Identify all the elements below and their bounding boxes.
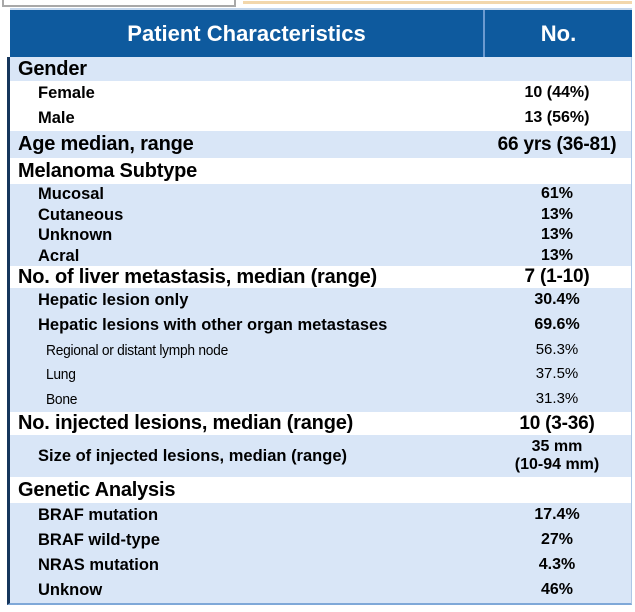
row-label: Gender: [18, 57, 87, 80]
table-row: BRAF wild-type 27%: [10, 528, 631, 553]
row-value: 7 (1-10): [524, 266, 590, 288]
row-label: No. of liver metastasis, median (range): [18, 265, 377, 288]
row-label: Unknow: [38, 581, 103, 599]
row-value: 13%: [540, 205, 574, 223]
row-label: Mucosal: [38, 185, 105, 203]
row-label: Cutaneous: [38, 205, 124, 224]
table-row: Genetic Analysis: [10, 477, 631, 503]
row-label: Melanoma Subtype: [18, 159, 198, 182]
table-row: Unknown 13%: [10, 225, 631, 246]
table-row: Gender: [10, 57, 631, 81]
row-label: BRAF wild-type: [38, 531, 160, 549]
table-row: Age median, range 66 yrs (36-81): [10, 131, 631, 158]
table-row: Mucosal 61%: [10, 184, 631, 205]
table-row: Regional or distant lymph node 56.3%: [10, 338, 631, 362]
header-cell-patient-characteristics: Patient Characteristics: [127, 20, 366, 46]
table-row: Bone 31.3%: [10, 386, 631, 412]
table-row: NRAS mutation 4.3%: [10, 553, 631, 578]
row-label: Male: [38, 109, 75, 127]
row-value: 13 (56%): [524, 109, 590, 127]
header-cell-no: No.: [483, 10, 632, 57]
row-label: Bone: [46, 390, 78, 408]
table-row: Acral 13%: [10, 246, 631, 266]
row-value: 35 mm (10-94 mm): [514, 437, 600, 473]
row-value: 10 (44%): [524, 84, 590, 102]
row-label: Age median, range: [18, 133, 194, 155]
table-row: Hepatic lesion only 30.4%: [10, 288, 631, 313]
row-value: 66 yrs (36-81): [497, 133, 617, 155]
table-row: Cutaneous 13%: [10, 205, 631, 225]
row-value: 37.5%: [535, 365, 579, 383]
row-label: Regional or distant lymph node: [46, 341, 228, 359]
table-row: BRAF mutation 17.4%: [10, 503, 631, 528]
row-value: 17.4%: [534, 506, 580, 524]
row-value: 10 (3-36): [519, 412, 595, 434]
table-header-row: Patient Characteristics No.: [10, 8, 632, 57]
row-label: Acral: [38, 246, 80, 265]
table-row: Hepatic lesions with other organ metasta…: [10, 313, 631, 338]
row-label: Lung: [46, 365, 76, 383]
table-row: Lung 37.5%: [10, 362, 631, 386]
table-row: No. injected lesions, median (range) 10 …: [10, 412, 631, 435]
table-row: Unknow 46%: [10, 578, 631, 603]
table-row: No. of liver metastasis, median (range) …: [10, 266, 631, 288]
row-label: Genetic Analysis: [18, 478, 176, 501]
row-value: 46%: [540, 581, 574, 599]
row-value: 13%: [540, 246, 574, 264]
row-label: Hepatic lesion only: [38, 291, 189, 309]
row-value: 56.3%: [535, 341, 579, 359]
patient-characteristics-table-body: Gender Female 10 (44%) Male 13 (56%) Age…: [7, 57, 632, 605]
top-left-box-fragment: [2, 0, 236, 7]
row-value: 4.3%: [538, 556, 576, 574]
row-label: Hepatic lesions with other organ metasta…: [38, 316, 388, 334]
row-value: 69.6%: [534, 316, 580, 334]
table-row: Female 10 (44%): [10, 81, 631, 106]
row-value: 27%: [540, 531, 574, 549]
row-label: BRAF mutation: [38, 506, 159, 524]
row-label: NRAS mutation: [38, 556, 159, 574]
row-value: 13%: [540, 226, 574, 244]
row-label: Unknown: [38, 226, 113, 244]
top-orange-strip-fragment: [243, 1, 632, 4]
row-label: Size of injected lesions, median (range): [38, 446, 347, 465]
row-label: Female: [38, 84, 95, 102]
table-row: Melanoma Subtype: [10, 158, 631, 184]
row-label: No. injected lesions, median (range): [18, 412, 354, 434]
table-row: Size of injected lesions, median (range)…: [10, 435, 631, 477]
row-value: 30.4%: [534, 291, 580, 309]
row-value: 61%: [540, 185, 574, 203]
row-value: 31.3%: [535, 390, 579, 408]
table-row: Male 13 (56%): [10, 106, 631, 131]
